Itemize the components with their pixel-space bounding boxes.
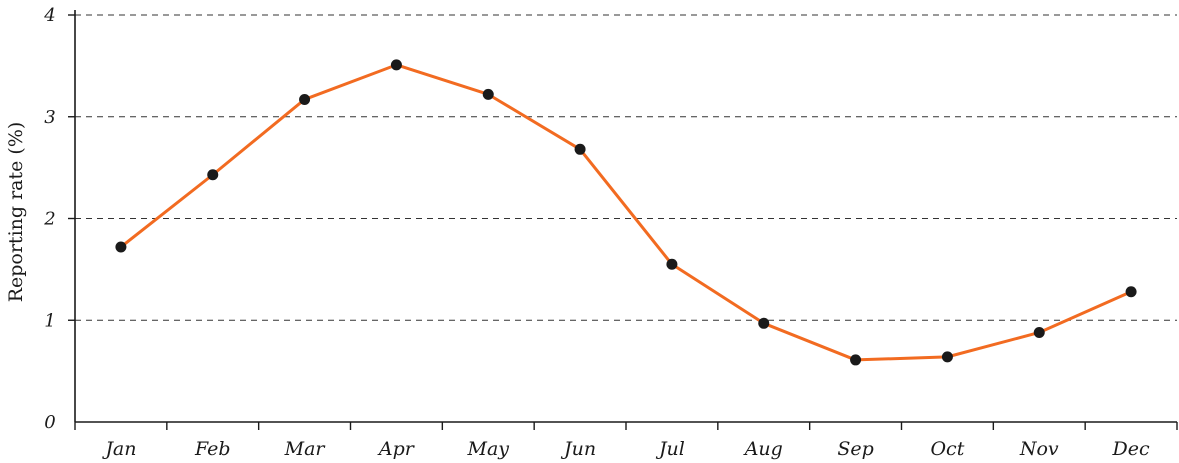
x-tick-label-aug: Aug — [743, 438, 783, 460]
data-point-jan — [115, 241, 127, 253]
x-tick-label-dec: Dec — [1112, 438, 1150, 460]
y-tick-label-1: 1 — [44, 310, 55, 331]
x-tick-label-apr: Apr — [377, 438, 416, 460]
data-point-aug — [758, 317, 770, 329]
data-point-nov — [1033, 326, 1045, 338]
y-tick-label-4: 4 — [43, 5, 55, 26]
gridlines — [75, 14, 1177, 321]
x-tick-label-jan: Jan — [101, 438, 136, 460]
data-point-dec — [1125, 286, 1137, 298]
data-point-mar — [299, 93, 311, 105]
x-tick-label-jun: Jun — [560, 438, 596, 460]
series-line-0 — [119, 63, 1133, 362]
data-point-feb — [207, 169, 219, 181]
x-tick-label-oct: Oct — [930, 438, 964, 460]
data-point-sep — [850, 354, 862, 366]
data-point-apr — [390, 59, 402, 71]
x-tick-label-nov: Nov — [1019, 438, 1059, 460]
data-point-jun — [574, 143, 586, 155]
data-point-jul — [666, 258, 678, 270]
data-point-may — [482, 88, 494, 100]
x-tick-labels: Jan Feb Mar Apr May Jun Jul Aug Sep Oct Nov Dec — [101, 438, 1150, 460]
y-tick-label-2: 2 — [43, 209, 55, 230]
y-tick-label-0: 0 — [44, 412, 55, 433]
axes — [68, 10, 1178, 430]
y-tick-labels: 0 1 2 3 4 — [43, 5, 55, 433]
y-tick-label-3: 3 — [44, 107, 55, 128]
x-tick-label-jul: Jul — [655, 438, 685, 460]
x-tick-label-feb: Feb — [194, 438, 231, 460]
x-tick-label-mar: Mar — [284, 438, 327, 460]
series — [115, 59, 1137, 366]
data-point-oct — [941, 351, 953, 363]
y-axis-title: Reporting rate (%) — [5, 122, 27, 303]
x-tick-label-sep: Sep — [837, 438, 873, 460]
x-tick-label-may: May — [466, 438, 509, 460]
